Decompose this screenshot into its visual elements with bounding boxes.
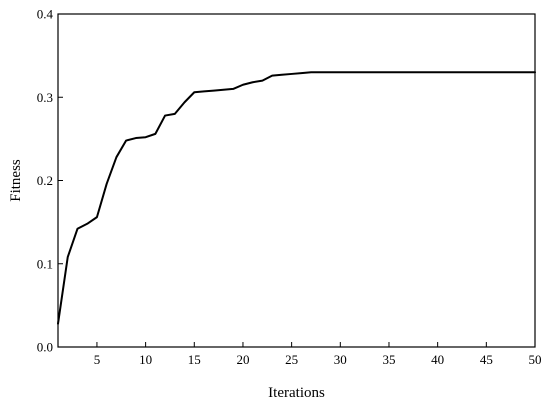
x-tick-label: 40 <box>431 352 444 367</box>
x-tick-label: 20 <box>236 352 249 367</box>
y-tick-label: 0.3 <box>37 90 53 105</box>
y-axis-title: Fitness <box>8 159 24 202</box>
x-tick-label: 10 <box>139 352 152 367</box>
y-tick-label: 0.0 <box>37 340 53 355</box>
x-tick-label: 30 <box>334 352 347 367</box>
x-tick-label: 50 <box>529 352 542 367</box>
fitness-series-line <box>57 71 536 325</box>
x-tick-label: 25 <box>285 352 298 367</box>
y-tick-label: 0.4 <box>37 7 54 22</box>
y-tick-label: 0.2 <box>37 173 53 188</box>
y-axis-ticks: 0.0 0.1 0.2 0.3 0.4 <box>37 7 63 355</box>
x-tick-label: 5 <box>94 352 101 367</box>
y-tick-label: 0.1 <box>37 256 53 271</box>
x-tick-label: 35 <box>382 352 395 367</box>
x-tick-label: 15 <box>188 352 201 367</box>
x-axis-title: Iterations <box>268 385 325 401</box>
plot-area <box>57 13 536 348</box>
x-axis-ticks: 5 10 15 20 25 30 35 40 45 50 <box>94 342 542 367</box>
x-tick-label: 45 <box>480 352 493 367</box>
